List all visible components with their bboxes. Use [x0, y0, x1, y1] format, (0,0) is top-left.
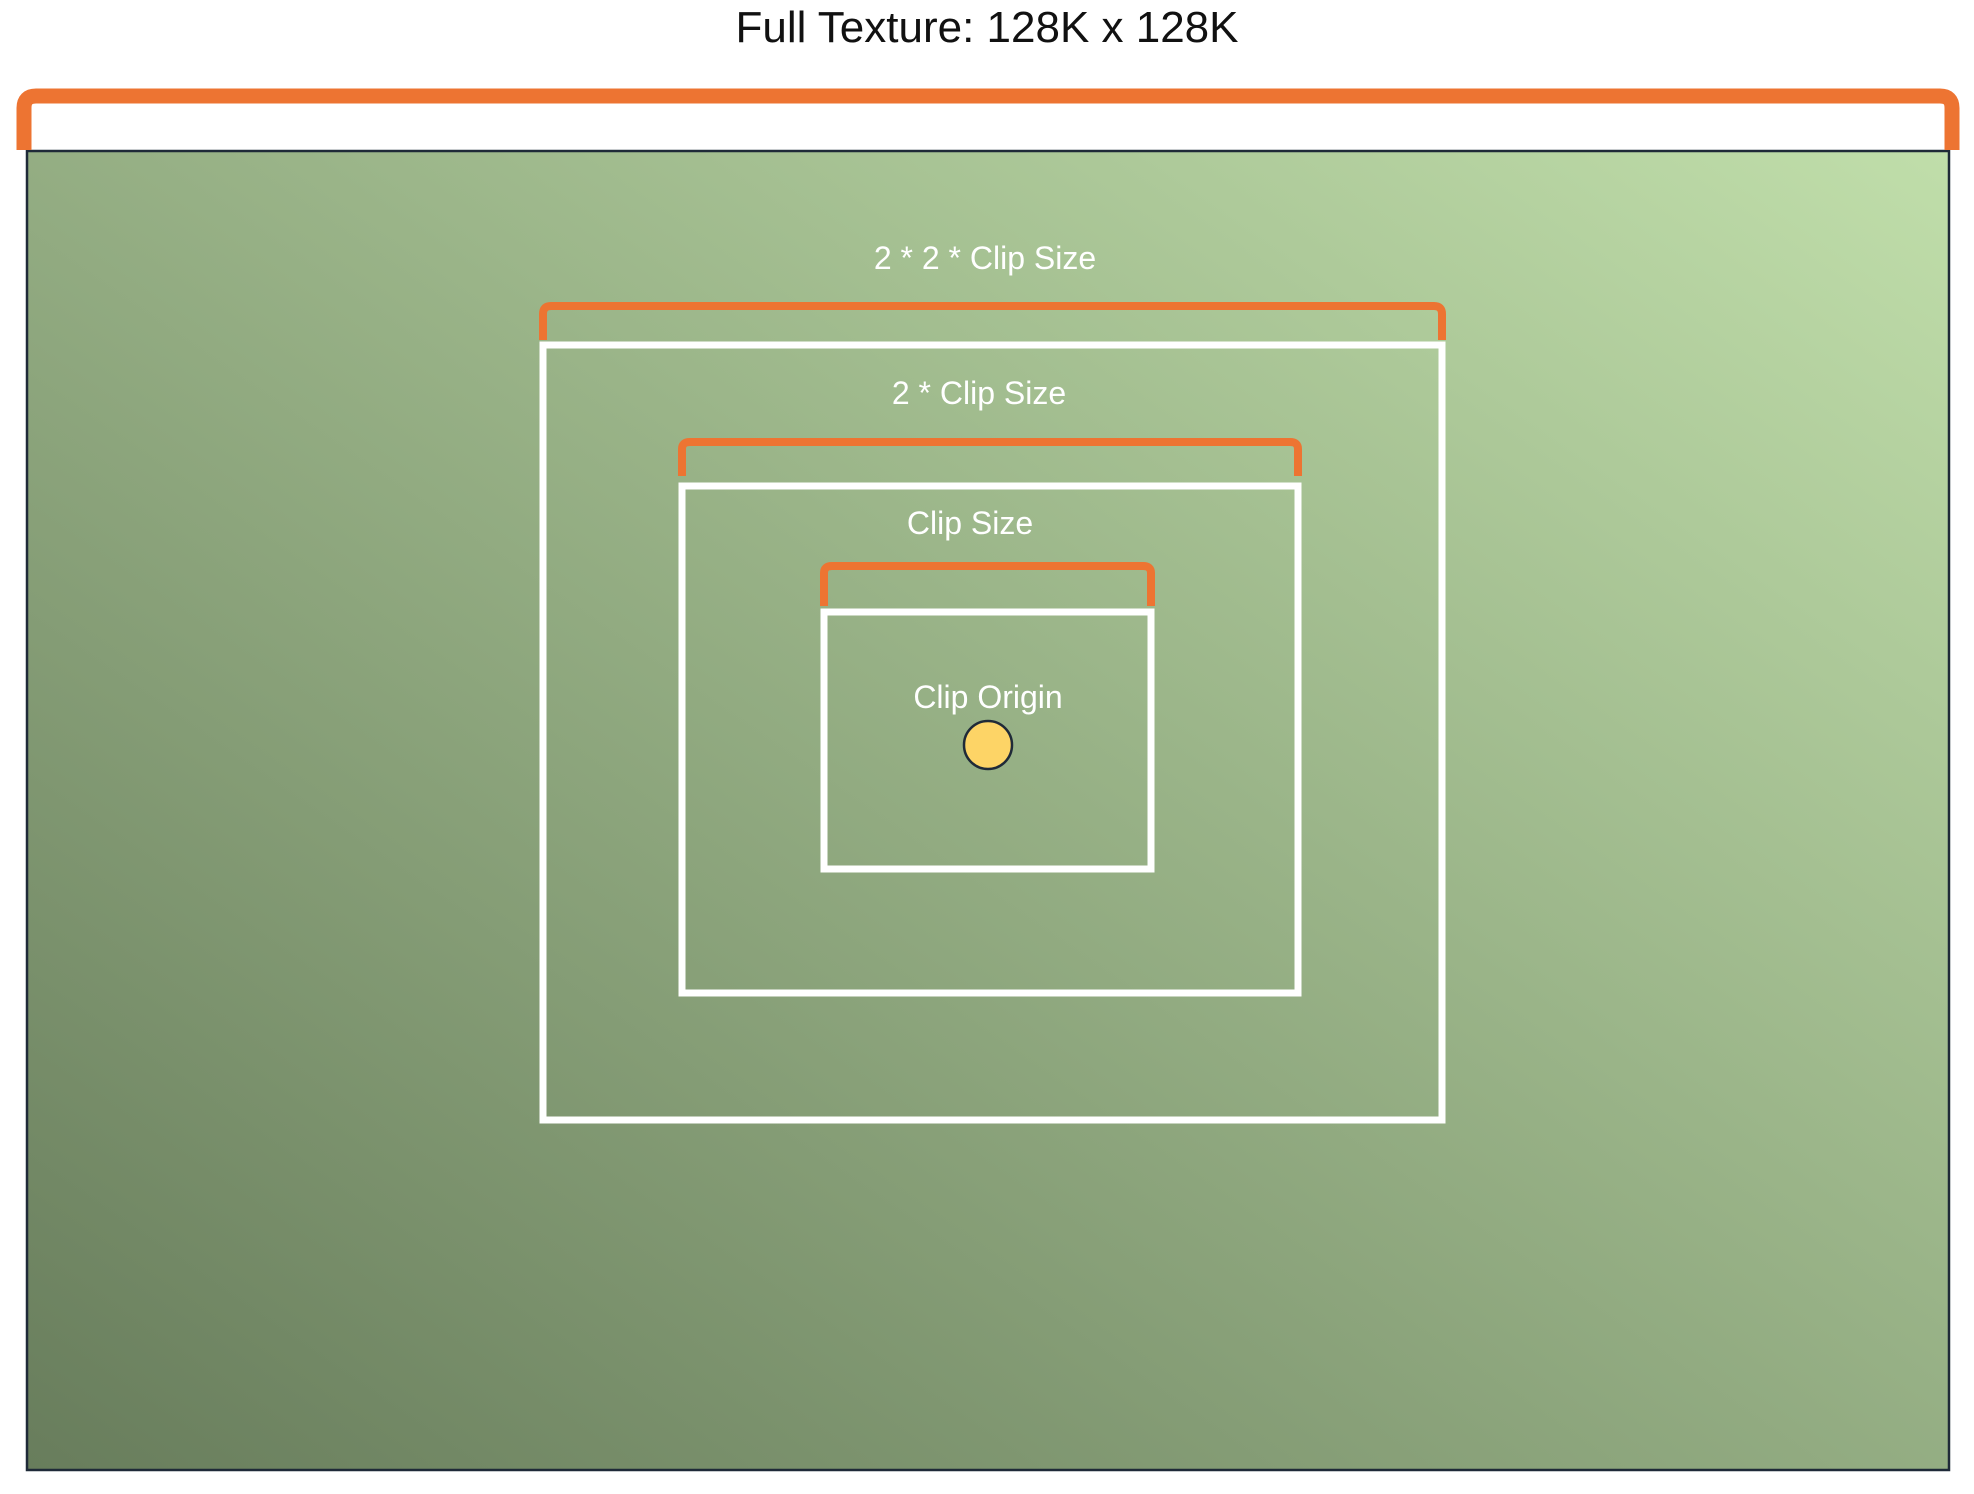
clip-origin-point: [962, 719, 1014, 771]
full-texture-region: [25, 149, 1951, 1472]
inner-clip-bracket: [820, 562, 1155, 606]
middle-clip-box: [678, 482, 1302, 997]
inner-clip-box: [820, 608, 1155, 873]
middle-clip-bracket: [678, 438, 1302, 476]
inner-clip-label: Clip Size: [907, 505, 1033, 541]
diagram-title: Full Texture: 128K x 128K: [735, 3, 1238, 52]
clip-origin-label: Clip Origin: [913, 679, 1062, 715]
full-texture-bracket: [16, 88, 1960, 150]
outer-clip-label: 2 * 2 * Clip Size: [874, 240, 1096, 276]
outer-clip-bracket: [539, 302, 1446, 340]
outer-clip-box: [539, 341, 1446, 1124]
middle-clip-label: 2 * Clip Size: [892, 375, 1066, 411]
